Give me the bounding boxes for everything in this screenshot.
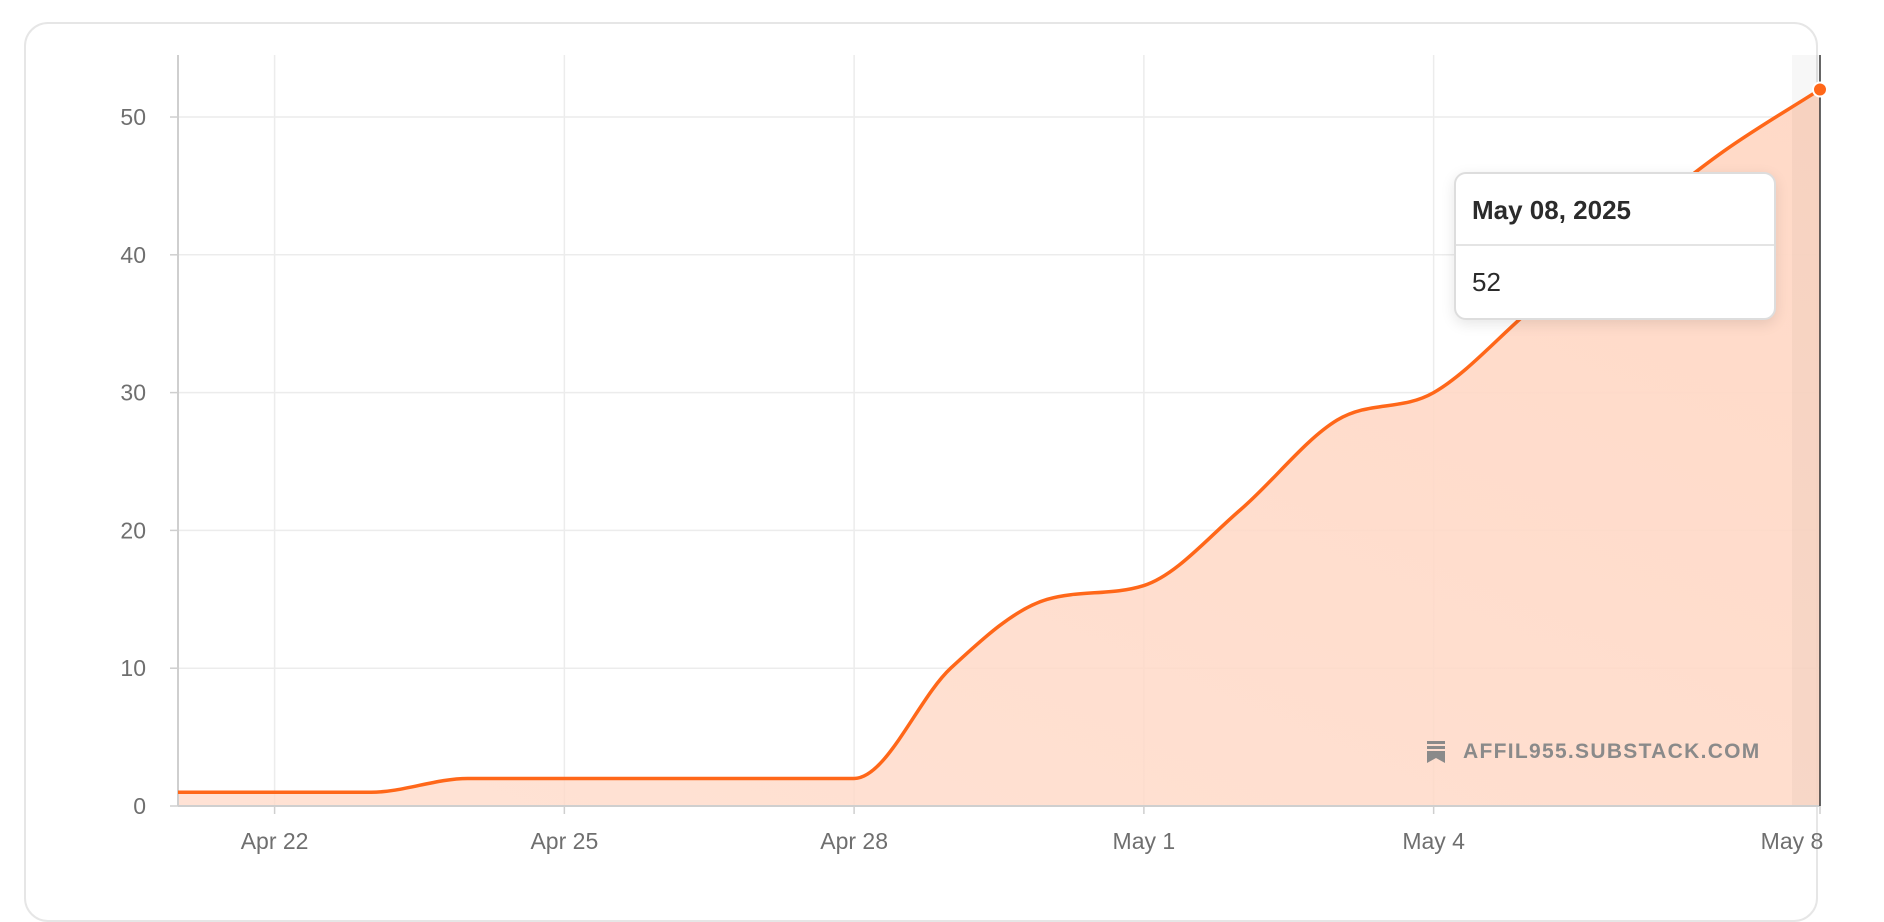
hover-band bbox=[1792, 55, 1820, 806]
series-area bbox=[178, 89, 1820, 807]
y-tick-label: 20 bbox=[120, 517, 146, 543]
substack-logo-icon bbox=[1427, 741, 1445, 763]
x-tick-label: Apr 22 bbox=[241, 828, 309, 854]
y-tick-label: 10 bbox=[120, 655, 146, 681]
x-tick-label: Apr 25 bbox=[530, 828, 598, 854]
y-tick-label: 40 bbox=[120, 242, 146, 268]
highlighted-data-point[interactable] bbox=[1812, 81, 1828, 98]
y-tick-label: 50 bbox=[120, 104, 146, 130]
y-tick-label: 0 bbox=[133, 793, 146, 819]
x-tick-label: Apr 28 bbox=[820, 828, 888, 854]
tooltip-date: May 08, 2025 bbox=[1456, 174, 1774, 246]
x-tick-label: May 8 bbox=[1761, 828, 1824, 854]
x-tick-label: May 1 bbox=[1113, 828, 1176, 854]
watermark: AFFIL955.SUBSTACK.COM bbox=[1427, 740, 1761, 764]
chart-tooltip: May 08, 2025 52 bbox=[1454, 172, 1776, 320]
x-tick-label: May 4 bbox=[1402, 828, 1465, 854]
watermark-text: AFFIL955.SUBSTACK.COM bbox=[1463, 740, 1761, 763]
tooltip-value: 52 bbox=[1472, 267, 1501, 297]
y-tick-label: 30 bbox=[120, 380, 146, 406]
